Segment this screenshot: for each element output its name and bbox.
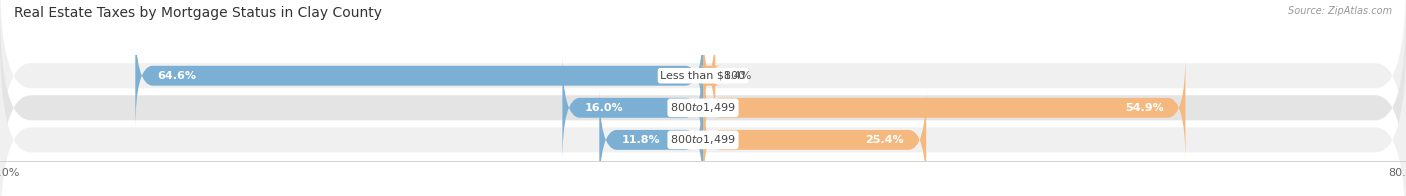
- Text: Source: ZipAtlas.com: Source: ZipAtlas.com: [1288, 6, 1392, 16]
- Text: 11.8%: 11.8%: [621, 135, 659, 145]
- Text: 1.4%: 1.4%: [724, 71, 752, 81]
- Text: 16.0%: 16.0%: [585, 103, 623, 113]
- FancyBboxPatch shape: [599, 86, 703, 194]
- FancyBboxPatch shape: [0, 0, 1406, 175]
- FancyBboxPatch shape: [703, 86, 927, 194]
- Text: 64.6%: 64.6%: [157, 71, 197, 81]
- FancyBboxPatch shape: [0, 40, 1406, 196]
- Text: 25.4%: 25.4%: [866, 135, 904, 145]
- FancyBboxPatch shape: [0, 8, 1406, 196]
- FancyBboxPatch shape: [697, 22, 721, 130]
- Text: Less than $800: Less than $800: [661, 71, 745, 81]
- Text: 54.9%: 54.9%: [1125, 103, 1164, 113]
- FancyBboxPatch shape: [562, 54, 703, 162]
- Text: $800 to $1,499: $800 to $1,499: [671, 133, 735, 146]
- FancyBboxPatch shape: [135, 22, 703, 130]
- Text: $800 to $1,499: $800 to $1,499: [671, 101, 735, 114]
- FancyBboxPatch shape: [703, 54, 1185, 162]
- Text: Real Estate Taxes by Mortgage Status in Clay County: Real Estate Taxes by Mortgage Status in …: [14, 6, 382, 20]
